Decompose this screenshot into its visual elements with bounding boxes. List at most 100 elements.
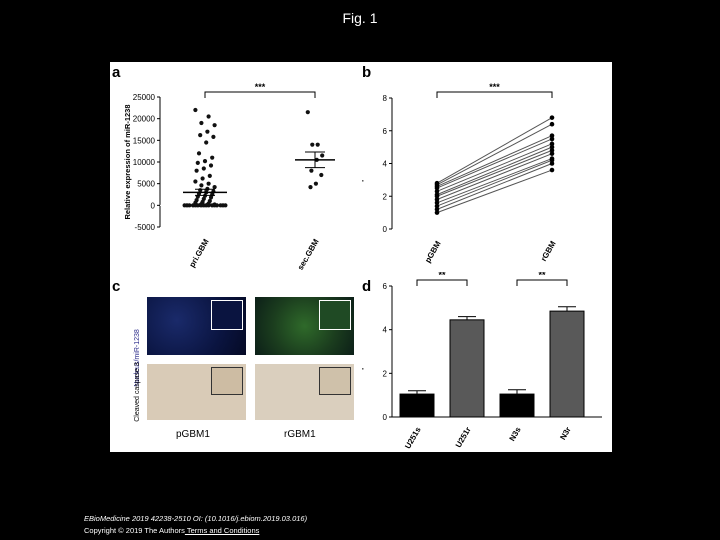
row-label-fluorescence: Nucleus/miR-1238 (134, 329, 141, 387)
data-point (549, 148, 555, 153)
data-point (315, 142, 320, 147)
col-label-pgbm1: pGBM1 (176, 429, 210, 440)
data-point (182, 203, 187, 208)
panel-label-c: c (112, 278, 121, 295)
micrograph-pgbm1-ihc (147, 364, 246, 420)
pair-line (436, 149, 553, 197)
y-tick-label: 0 (151, 201, 156, 210)
x-tick-label: rGBM (539, 239, 558, 263)
x-tick-label: U251s (403, 425, 423, 450)
significance-bracket (204, 91, 316, 98)
x-tick-label: N3s (508, 425, 523, 443)
data-point (207, 173, 212, 178)
citation: EBioMedicine 2019 42238-2510 OI: (10.101… (84, 514, 308, 523)
inset-box (319, 300, 351, 330)
inset-box (211, 367, 243, 395)
data-point (199, 120, 204, 126)
bar (449, 319, 485, 418)
data-point (310, 142, 315, 147)
data-point (434, 193, 440, 199)
pair-line (436, 146, 553, 196)
data-point (202, 159, 208, 164)
pair-line (436, 153, 553, 200)
data-point (305, 110, 310, 115)
data-point (308, 185, 313, 190)
pair-line (436, 117, 553, 184)
data-point (434, 200, 440, 206)
x-tick-label: N3r (558, 426, 572, 442)
data-point (218, 203, 223, 208)
data-point (434, 197, 440, 202)
data-point (190, 203, 196, 208)
panel-label-d: d (362, 278, 372, 295)
bar (549, 310, 585, 418)
data-point (319, 172, 324, 178)
data-point (549, 141, 555, 147)
y-tick-label: 4 (383, 326, 388, 335)
data-point (320, 153, 325, 158)
y-tick-label: 25000 (133, 93, 156, 102)
data-point (549, 136, 555, 142)
y-tick-label: 5000 (137, 180, 155, 189)
pair-line (436, 159, 553, 207)
data-point (212, 123, 217, 128)
col-label-rgbm1: rGBM1 (284, 429, 316, 440)
data-point (211, 134, 216, 139)
y-tick-label: 8 (383, 94, 388, 103)
data-point (193, 107, 198, 113)
y-tick-label: 2 (383, 192, 388, 201)
data-point (434, 210, 440, 215)
x-tick-label: pGBM (423, 239, 443, 264)
panel-c-row-labels: Nucleus/miR-1238 Cleaved caspase 3 (134, 329, 141, 422)
panel-label-a: a (112, 64, 121, 81)
x-tick-label: pri.GBM (187, 237, 211, 269)
data-point (309, 168, 314, 173)
pair-line (436, 158, 553, 204)
y-tick-label: 0 (383, 225, 388, 234)
page-title: Fig. 1 (342, 10, 378, 26)
significance-bracket (436, 91, 553, 98)
copyright-line: Copyright © 2019 The Authors Terms and C… (84, 525, 307, 537)
y-tick-label: 6 (383, 127, 388, 136)
pair-line (436, 163, 553, 210)
data-point (212, 185, 217, 190)
data-point (206, 181, 211, 186)
inset-box (319, 367, 351, 395)
copyright: Copyright © 2019 The Authors (84, 526, 185, 535)
chart-b-paired-line: 8 6 4 2 0 Relative expression of miR-1238 pGBM… (362, 82, 558, 264)
pair-line (436, 138, 553, 189)
data-point (549, 121, 555, 127)
y-tick-label: 20000 (133, 115, 156, 124)
inset-box (211, 300, 243, 330)
data-point (210, 155, 215, 160)
significance-label: ** (538, 272, 546, 280)
pair-line (436, 169, 553, 214)
data-point (434, 185, 440, 191)
data-point (549, 167, 555, 173)
significance-label: *** (255, 82, 266, 92)
pair-line (436, 143, 553, 192)
data-point (210, 203, 215, 208)
micrograph-pgbm1-fluorescence (147, 297, 246, 355)
data-point (434, 207, 440, 212)
data-point (198, 133, 203, 138)
significance-label: ** (438, 272, 446, 280)
x-tick-label: U251r (454, 426, 473, 450)
footer: EBioMedicine 2019 42238-2510 OI: (10.101… (84, 513, 307, 537)
x-tick-label: sec.GBM (296, 237, 321, 271)
y-tick-label: 6 (383, 282, 388, 291)
data-point (549, 151, 555, 156)
data-point (434, 189, 440, 194)
data-point (549, 144, 555, 150)
terms-link[interactable]: Terms and Conditions (184, 526, 260, 535)
data-point (206, 114, 211, 119)
data-point (549, 115, 555, 120)
significance-bracket (416, 279, 468, 286)
micrograph-rgbm1-ihc (255, 364, 354, 420)
y-tick-label: 2 (383, 369, 388, 378)
data-point (201, 166, 206, 171)
data-point (549, 157, 555, 163)
data-point (549, 133, 555, 138)
data-point (196, 151, 202, 156)
